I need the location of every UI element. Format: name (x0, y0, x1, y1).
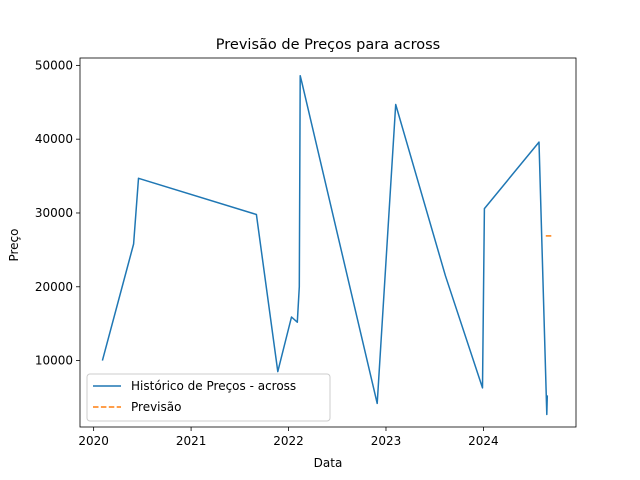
x-tick-label: 2023 (371, 434, 402, 448)
x-tick-label: 2024 (468, 434, 499, 448)
x-tick-label: 2020 (78, 434, 109, 448)
plot-area (79, 57, 577, 428)
legend-label-0: Histórico de Preços - across (131, 379, 296, 393)
x-tick-label: 2021 (176, 434, 207, 448)
x-axis-label: Data (314, 456, 343, 470)
y-axis: 10000 20000 30000 40000 50000 (35, 58, 80, 368)
y-tick-label: 50000 (35, 58, 73, 72)
plot-frame (79, 57, 577, 428)
series-line-0 (101, 74, 549, 416)
x-tick-label: 2022 (273, 434, 304, 448)
legend-label-1: Previsão (131, 400, 181, 414)
legend-box (86, 373, 331, 422)
y-tick-label: 20000 (35, 280, 73, 294)
legend: Histórico de Preços - across Previsão (86, 373, 331, 422)
chart-title: Previsão de Preços para across (216, 37, 440, 53)
y-tick-label: 10000 (35, 354, 73, 368)
y-tick-label: 40000 (35, 132, 73, 146)
x-axis: 2020 2021 2022 2023 2024 (78, 427, 499, 448)
y-tick-label: 30000 (35, 206, 73, 220)
y-axis-label: Preço (7, 228, 21, 261)
